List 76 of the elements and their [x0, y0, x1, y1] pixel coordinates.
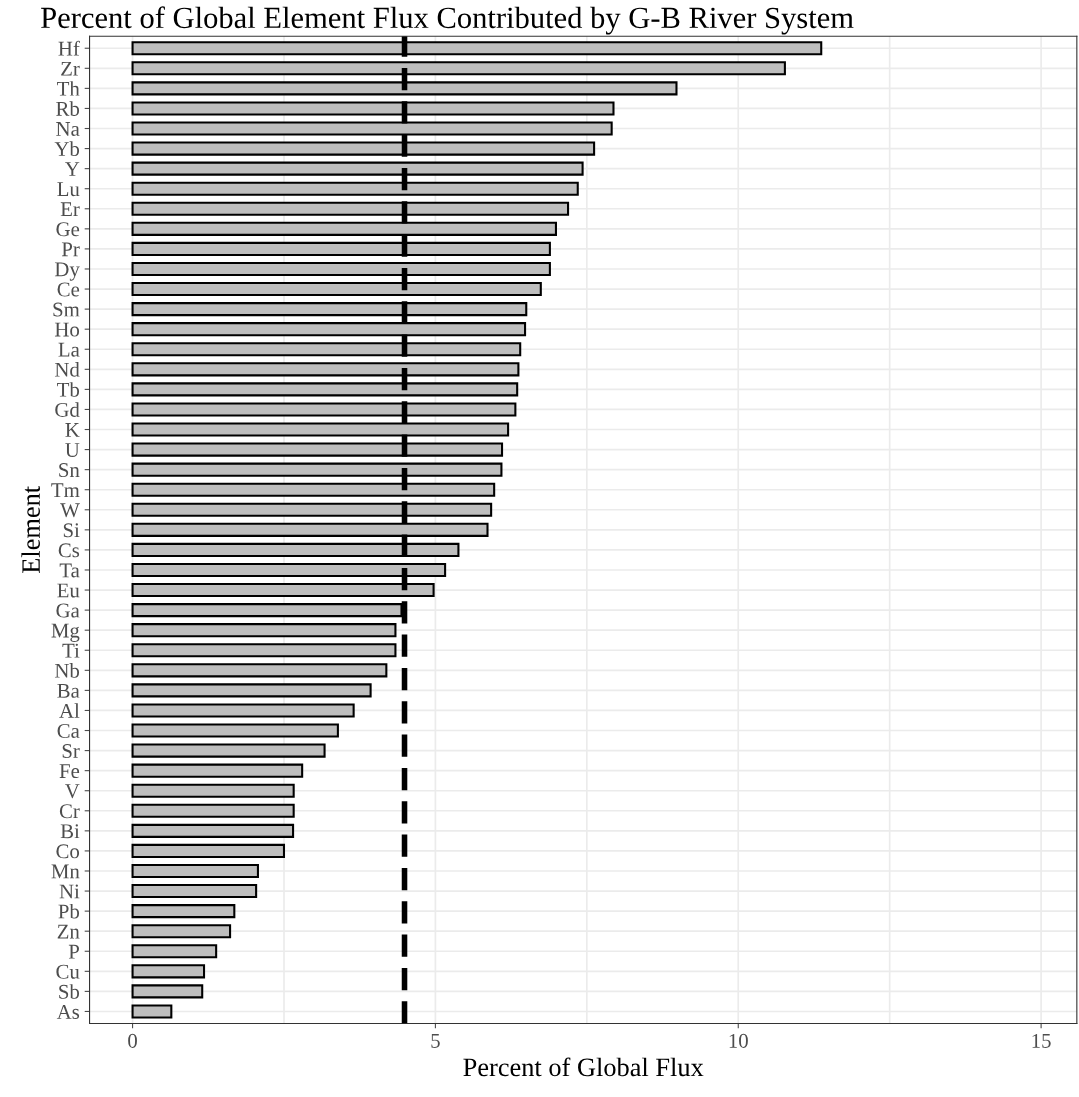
bar: [131, 623, 397, 638]
y-tick-label: Nd: [54, 362, 80, 377]
y-tick-label: Zn: [57, 924, 80, 939]
y-tick-label: Ti: [62, 643, 80, 658]
y-tick-label: La: [58, 342, 80, 357]
y-tick-label: Zr: [61, 61, 80, 76]
y-tick-label: Ce: [57, 282, 80, 297]
x-tick-label: 10: [729, 1033, 748, 1048]
y-tick-label: Al: [59, 703, 80, 718]
y-tick-label: Er: [60, 202, 80, 217]
bar: [131, 763, 304, 778]
bar: [131, 843, 286, 858]
bar: [131, 1004, 173, 1019]
bar: [131, 944, 218, 959]
x-tick-label: 15: [1032, 1033, 1051, 1048]
y-tick-label: Th: [57, 81, 80, 96]
y-tick-label: Cu: [56, 964, 80, 979]
y-tick-label: Pr: [61, 242, 80, 257]
y-tick-label: Ca: [57, 723, 80, 738]
bar: [131, 783, 295, 798]
y-tick-label: K: [65, 423, 80, 437]
chart-title: Percent of Global Element Flux Contributed by G-B River System: [41, 6, 854, 35]
bar: [131, 884, 258, 899]
y-tick-label: Cs: [58, 543, 80, 558]
bar: [131, 924, 232, 939]
y-tick-label: Ta: [59, 563, 80, 578]
y-tick-label: Ho: [54, 322, 80, 337]
y-tick-label: Bi: [60, 824, 80, 839]
bar: [131, 803, 295, 818]
y-tick-label: Ga: [56, 603, 80, 618]
y-tick-label: Rb: [56, 101, 80, 116]
y-tick-label: Eu: [57, 583, 80, 598]
bar: [131, 703, 355, 718]
y-axis-title: Element: [21, 486, 40, 574]
bar: [131, 823, 295, 838]
y-tick-label: Pb: [58, 903, 80, 919]
y-tick-label: Ni: [59, 884, 80, 899]
y-tick-label: Dy: [54, 262, 80, 281]
y-tick-label: Tb: [57, 382, 80, 397]
y-tick-label: P: [68, 944, 79, 959]
bar: [131, 723, 339, 738]
x-tick-label: 5: [431, 1034, 440, 1048]
y-tick-label: W: [60, 503, 80, 518]
y-tick-label: As: [56, 1004, 80, 1019]
y-tick-label: Ge: [56, 222, 80, 237]
bar: [131, 663, 388, 678]
y-tick-label: Hf: [58, 40, 80, 56]
y-tick-label: Yb: [54, 141, 80, 157]
y-tick-label: Sm: [53, 302, 80, 317]
y-tick-label: Sb: [59, 984, 80, 999]
y-tick-label: Na: [56, 122, 80, 136]
y-tick-label: Tm: [51, 483, 80, 497]
y-tick-label: Nb: [54, 663, 80, 678]
y-tick-label: Mg: [51, 623, 80, 642]
bar: [131, 904, 236, 919]
y-tick-label: U: [65, 443, 80, 458]
y-tick-label: Ba: [57, 683, 80, 698]
y-tick-label: Cr: [59, 804, 80, 819]
bar: [131, 984, 204, 999]
y-tick-label: Gd: [55, 402, 80, 417]
bar: [131, 863, 259, 879]
y-tick-label: Si: [63, 523, 80, 538]
y-tick-label: Co: [56, 844, 80, 859]
x-axis-title: Percent of Global Flux: [463, 1057, 704, 1077]
x-tick-label: 0: [128, 1033, 137, 1048]
y-tick-label: Lu: [57, 182, 80, 197]
bar: [131, 643, 397, 658]
y-tick-label: Sn: [59, 463, 80, 478]
y-tick-label: Fe: [59, 764, 80, 779]
bar: [131, 964, 206, 979]
y-tick-label: Mn: [51, 864, 80, 879]
y-tick-label: V: [65, 784, 80, 799]
y-tick-label: Y: [65, 162, 80, 176]
y-tick-label: Sr: [62, 744, 80, 759]
bar: [131, 743, 326, 758]
bar: [131, 683, 372, 698]
